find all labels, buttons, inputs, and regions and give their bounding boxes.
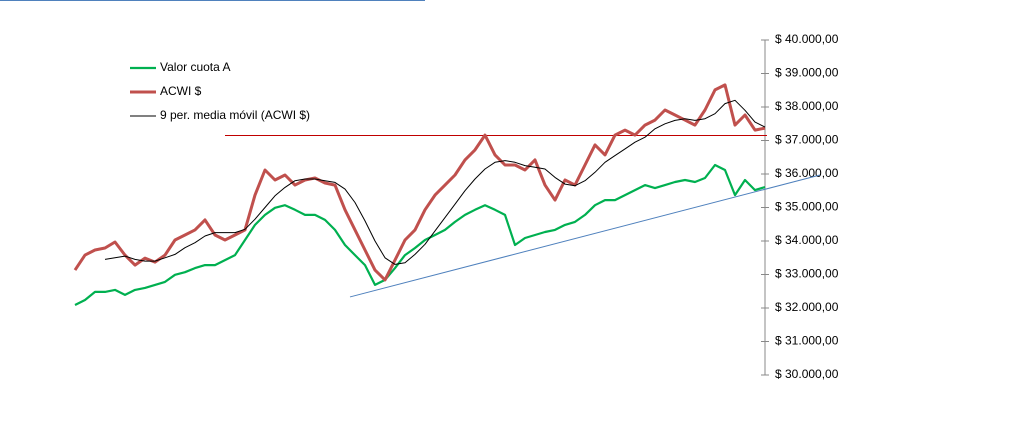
- y-tick-label: $ 37.000,00: [775, 133, 839, 147]
- legend-label: ACWI $: [160, 84, 202, 98]
- y-tick-label: $ 30.000,00: [775, 367, 839, 381]
- y-tick-label: $ 35.000,00: [775, 200, 839, 214]
- y-tick-label: $ 40.000,00: [775, 32, 839, 46]
- y-tick-label: $ 33.000,00: [775, 267, 839, 281]
- y-tick-label: $ 39.000,00: [775, 66, 839, 80]
- series-line: [104, 99, 766, 265]
- series-line: [73, 83, 766, 282]
- series-line: [74, 163, 766, 306]
- legend-label: 9 per. media móvil (ACWI $): [160, 108, 310, 122]
- y-tick-label: $ 32.000,00: [775, 300, 839, 314]
- y-tick-label: $ 36.000,00: [775, 166, 839, 180]
- reference-line: [349, 174, 821, 298]
- legend-label: Valor cuota A: [160, 60, 231, 74]
- y-tick-label: $ 34.000,00: [775, 233, 839, 247]
- y-tick-label: $ 38.000,00: [775, 99, 839, 113]
- y-tick-label: $ 31.000,00: [775, 334, 839, 348]
